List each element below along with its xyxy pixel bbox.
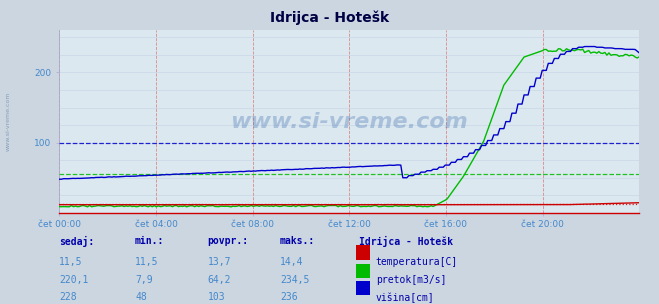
Text: 64,2: 64,2 bbox=[208, 275, 231, 285]
Text: www.si-vreme.com: www.si-vreme.com bbox=[6, 92, 11, 151]
Text: www.si-vreme.com: www.si-vreme.com bbox=[231, 112, 468, 132]
Text: 11,5: 11,5 bbox=[59, 257, 83, 267]
Text: 220,1: 220,1 bbox=[59, 275, 89, 285]
Text: maks.:: maks.: bbox=[280, 236, 315, 246]
Text: 7,9: 7,9 bbox=[135, 275, 153, 285]
Text: 13,7: 13,7 bbox=[208, 257, 231, 267]
Text: Idrijca - Hotešk: Idrijca - Hotešk bbox=[270, 11, 389, 25]
Text: višina[cm]: višina[cm] bbox=[376, 292, 434, 303]
Text: 48: 48 bbox=[135, 292, 147, 302]
Text: pretok[m3/s]: pretok[m3/s] bbox=[376, 275, 446, 285]
Text: 228: 228 bbox=[59, 292, 77, 302]
Text: povpr.:: povpr.: bbox=[208, 236, 248, 246]
Text: sedaj:: sedaj: bbox=[59, 236, 94, 247]
Text: 103: 103 bbox=[208, 292, 225, 302]
Text: min.:: min.: bbox=[135, 236, 165, 246]
Text: 236: 236 bbox=[280, 292, 298, 302]
Text: 234,5: 234,5 bbox=[280, 275, 310, 285]
Text: temperatura[C]: temperatura[C] bbox=[376, 257, 458, 267]
Text: 14,4: 14,4 bbox=[280, 257, 304, 267]
Text: Idrijca - Hotešk: Idrijca - Hotešk bbox=[359, 236, 453, 247]
Text: 11,5: 11,5 bbox=[135, 257, 159, 267]
